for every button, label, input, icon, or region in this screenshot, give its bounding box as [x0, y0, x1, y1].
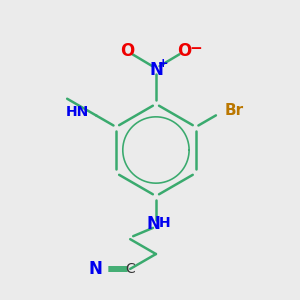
Text: O: O: [121, 42, 135, 60]
Text: Br: Br: [225, 103, 244, 118]
Text: N: N: [149, 61, 163, 79]
Text: HN: HN: [65, 105, 88, 119]
Text: N: N: [89, 260, 103, 278]
Text: H: H: [159, 216, 171, 230]
Text: −: −: [190, 41, 202, 56]
Text: +: +: [158, 57, 169, 70]
Text: C: C: [125, 262, 135, 276]
Text: N: N: [147, 215, 160, 233]
Text: O: O: [177, 42, 191, 60]
